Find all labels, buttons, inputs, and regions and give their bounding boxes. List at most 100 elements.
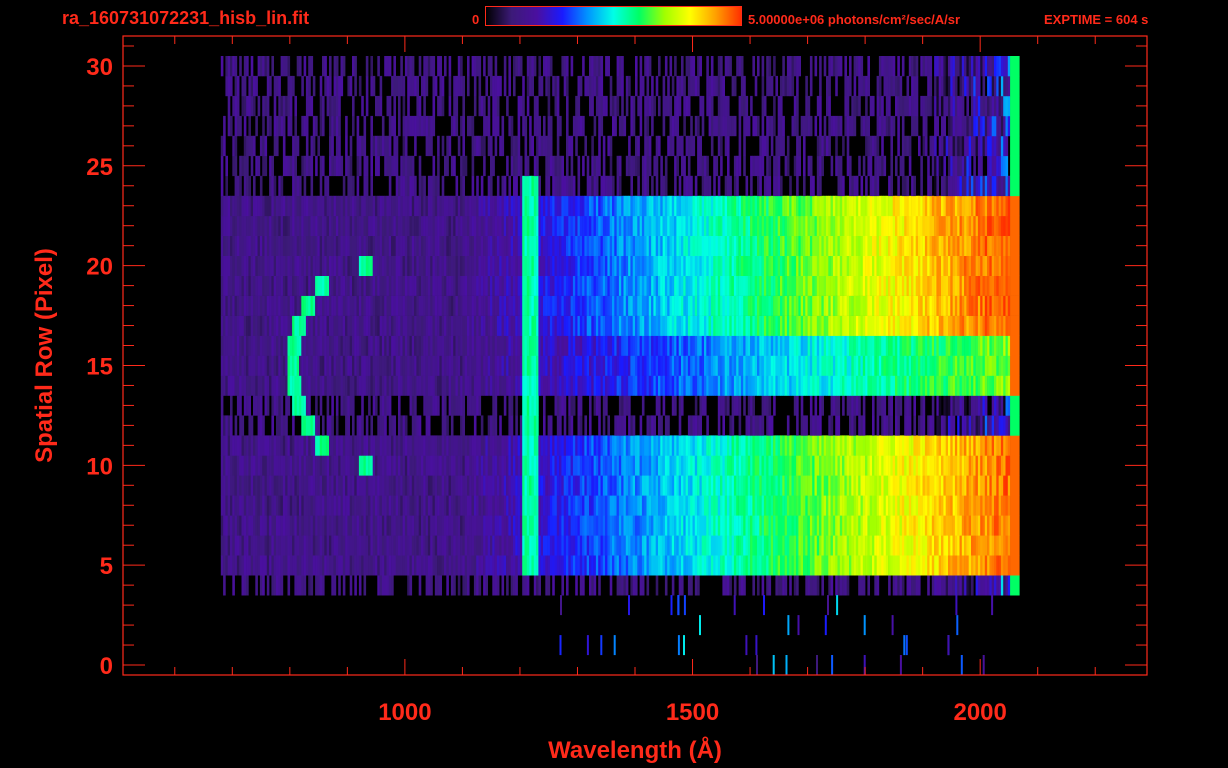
pixel-cell: [687, 495, 691, 516]
pixel-cell: [375, 555, 378, 576]
pixel-cell: [234, 515, 238, 536]
pixel-cell: [860, 435, 864, 456]
pixel-cell: [618, 315, 622, 336]
pixel-cell: [717, 375, 721, 396]
pixel-cell: [667, 455, 670, 476]
pixel-cell: [621, 515, 624, 536]
pixel-cell: [543, 275, 546, 296]
pixel-cell: [432, 475, 436, 496]
pixel-cell: [915, 535, 919, 556]
pixel-cell: [467, 455, 470, 476]
pixel-cell: [816, 435, 820, 456]
pixel-cell: [892, 555, 896, 576]
pixel-cell: [460, 535, 463, 556]
pixel-cell: [501, 275, 505, 296]
pixel-cell: [365, 355, 369, 376]
pixel-cell: [259, 515, 263, 536]
pixel-cell: [952, 315, 956, 336]
pixel-cell: [356, 295, 360, 316]
pixel-cell: [766, 455, 769, 476]
pixel-cell: [524, 555, 528, 576]
pixel-cell: [379, 575, 383, 596]
pixel-cell: [768, 315, 772, 336]
pixel-cell: [968, 315, 972, 336]
pixel-cell: [273, 395, 277, 416]
pixel-cell: [317, 435, 320, 456]
pixel-cell: [271, 415, 274, 436]
pixel-cell: [276, 515, 279, 536]
pixel-cell: [303, 495, 307, 516]
pixel-cell: [358, 455, 362, 476]
pixel-cell: [501, 475, 505, 496]
pixel-cell: [501, 555, 505, 576]
pixel-cell: [342, 355, 346, 376]
pixel-cell: [605, 455, 608, 476]
pixel-cell: [991, 295, 995, 316]
pixel-cell: [704, 495, 707, 516]
pixel-cell: [777, 515, 781, 536]
pixel-cell: [563, 295, 567, 316]
pixel-cell: [782, 315, 785, 336]
pixel-cell: [243, 475, 247, 496]
pixel-cell: [522, 435, 525, 456]
pixel-cell: [888, 415, 891, 436]
pixel-cell: [743, 355, 746, 376]
pixel-cell: [922, 375, 926, 396]
pixel-cell: [800, 375, 804, 396]
pixel-cell: [713, 495, 716, 516]
pixel-cell: [646, 475, 650, 496]
pixel-cell: [342, 535, 346, 556]
pixel-cell: [651, 275, 654, 296]
pixel-cell: [690, 475, 693, 496]
pixel-cell: [319, 315, 323, 336]
pixel-cell: [559, 495, 562, 516]
pixel-cell: [683, 515, 686, 536]
pixel-cell: [1017, 555, 1020, 576]
pixel-cell: [699, 335, 702, 356]
pixel-cell: [849, 555, 852, 576]
pixel-cell: [266, 535, 270, 556]
pixel-cell: [938, 335, 942, 356]
pixel-cell: [547, 295, 551, 316]
pixel-cell: [595, 355, 599, 376]
pixel-cell: [538, 495, 541, 516]
pixel-cell: [722, 435, 725, 456]
pixel-cell: [485, 315, 488, 336]
pixel-cell: [858, 375, 861, 396]
pixel-cell: [556, 375, 560, 396]
pixel-cell: [460, 435, 463, 456]
pixel-cell: [503, 335, 507, 356]
pixel-cell: [273, 575, 277, 596]
pixel-cell: [531, 535, 534, 556]
pixel-cell: [522, 295, 525, 316]
pixel-cell: [964, 535, 967, 556]
pixel-cell: [644, 535, 647, 556]
pixel-cell: [685, 455, 689, 476]
pixel-cell: [623, 355, 627, 376]
pixel-cell: [869, 315, 873, 336]
pixel-cell: [287, 275, 291, 296]
pixel-cell: [370, 515, 373, 536]
pixel-cell: [826, 315, 829, 336]
pixel-cell: [317, 355, 320, 376]
pixel-cell: [846, 555, 850, 576]
pixel-cell: [375, 315, 378, 336]
pixel-cell: [826, 535, 829, 556]
pixel-cell: [798, 435, 801, 456]
pixel-cell: [812, 515, 815, 536]
pixel-cell: [685, 335, 689, 356]
pixel-cell: [766, 375, 769, 396]
pixel-cell: [837, 535, 841, 556]
pixel-cell: [453, 335, 456, 356]
pixel-cell: [733, 355, 737, 376]
pixel-cell: [1010, 475, 1013, 496]
pixel-cell: [715, 475, 719, 496]
pixel-cell: [692, 375, 696, 396]
pixel-cell: [706, 355, 709, 376]
pixel-cell: [232, 315, 235, 336]
pixel-cell: [987, 375, 990, 396]
pixel-cell: [931, 335, 935, 356]
pixel-cell: [694, 355, 698, 376]
pixel-cell: [1010, 535, 1013, 556]
pixel-cell: [750, 375, 753, 396]
